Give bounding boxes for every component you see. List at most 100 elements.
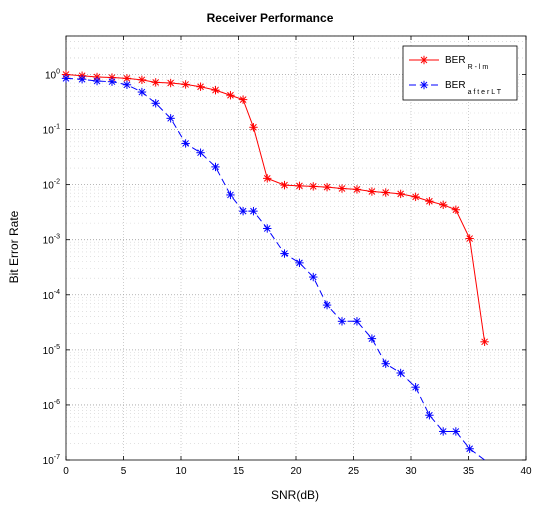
data-point — [151, 78, 160, 87]
data-point — [61, 74, 71, 83]
marker-stroke — [250, 123, 257, 131]
data-point — [309, 182, 318, 191]
marker-stroke — [138, 76, 146, 84]
y-tick-label: 10-1 — [43, 124, 60, 137]
marker-stroke — [439, 428, 447, 435]
data-point — [396, 368, 405, 378]
data-point — [280, 249, 289, 258]
data-point — [238, 95, 248, 104]
data-point — [425, 197, 434, 206]
data-point — [451, 427, 461, 436]
marker-stroke — [212, 86, 219, 94]
data-point — [352, 185, 362, 194]
marker-stroke — [239, 96, 247, 103]
legend-label-2: BERa f t e r L T — [445, 80, 502, 96]
marker-stroke — [239, 207, 247, 215]
marker-stroke — [466, 445, 474, 453]
x-tick-label: 5 — [121, 466, 127, 477]
marker-stroke — [323, 301, 331, 309]
marker-stroke — [338, 317, 346, 325]
marker-stroke — [152, 99, 160, 107]
marker-stroke — [263, 175, 271, 182]
marker-stroke — [397, 369, 405, 377]
data-point — [166, 78, 175, 88]
data-point — [465, 234, 474, 243]
marker-stroke — [227, 91, 234, 99]
data-point — [322, 182, 332, 192]
data-point — [425, 411, 434, 420]
data-point — [451, 205, 461, 214]
data-point — [196, 82, 205, 91]
data-point — [238, 206, 248, 216]
marker-stroke — [212, 163, 219, 171]
marker-stroke — [353, 317, 361, 325]
data-point — [137, 75, 147, 85]
marker-stroke — [412, 383, 419, 391]
data-point — [181, 139, 190, 148]
y-tick-label: 100 — [45, 68, 60, 81]
data-point — [107, 77, 117, 86]
marker-stroke — [93, 77, 101, 85]
x-tick-label: 25 — [348, 466, 360, 477]
data-point — [295, 258, 304, 268]
marker-stroke — [481, 338, 488, 346]
data-point — [439, 200, 448, 210]
marker-stroke — [397, 190, 405, 198]
marker-stroke — [197, 83, 204, 91]
series-line-2 — [65, 77, 485, 461]
legend-label-1: BERR - l m — [445, 55, 488, 71]
marker-stroke — [296, 182, 303, 190]
data-point — [411, 192, 420, 202]
x-tick-label: 10 — [175, 466, 187, 477]
data-point — [263, 174, 272, 183]
legend: BERR - l m BERa f t e r L T — [402, 45, 518, 101]
data-point — [226, 91, 235, 100]
marker-stroke — [439, 201, 447, 209]
marker-stroke — [167, 79, 175, 87]
marker-stroke — [338, 185, 346, 192]
marker-stroke — [426, 197, 433, 205]
marker-stroke — [152, 78, 160, 86]
data-point — [122, 80, 132, 89]
data-point — [181, 80, 190, 89]
marker-stroke — [382, 189, 390, 196]
data-point — [381, 359, 390, 368]
data-point — [249, 123, 258, 132]
y-axis-label: Bit Error Rate — [7, 210, 21, 283]
data-point — [280, 180, 289, 190]
marker-stroke — [412, 193, 419, 201]
series-markers-2 — [61, 74, 474, 453]
marker-stroke — [281, 181, 288, 189]
x-tick-label: 35 — [463, 466, 475, 477]
plot-area: 0 5 10 15 20 25 30 35 40 100 10-1 10-2 10-3 10-4 10-5 1… — [43, 35, 532, 477]
marker-stroke — [353, 186, 361, 193]
legend-marker-1 — [419, 55, 429, 65]
data-point — [263, 224, 272, 233]
x-tick-label: 15 — [233, 466, 245, 477]
marker-stroke — [108, 78, 116, 86]
x-tick-label: 30 — [405, 466, 417, 477]
data-point — [381, 188, 390, 197]
y-tick-label: 10-2 — [43, 179, 60, 192]
marker-stroke — [452, 428, 460, 435]
marker-stroke — [182, 81, 189, 88]
marker-stroke — [250, 207, 257, 215]
marker-stroke — [227, 191, 234, 199]
data-point — [137, 87, 147, 97]
data-point — [396, 189, 405, 199]
marker-stroke — [309, 183, 317, 190]
marker-stroke — [167, 114, 175, 122]
data-point — [211, 162, 220, 172]
marker-stroke — [123, 81, 131, 89]
data-point — [295, 181, 304, 191]
y-tick-label: 10-6 — [43, 399, 60, 412]
x-tick-label: 40 — [520, 466, 532, 477]
data-point — [337, 317, 347, 326]
marker-stroke — [382, 360, 390, 368]
data-point — [465, 444, 474, 453]
marker-stroke — [263, 225, 271, 232]
chart-title: Receiver Performance — [207, 11, 334, 25]
data-point — [166, 114, 175, 123]
data-point — [322, 300, 332, 310]
data-point — [196, 148, 205, 157]
